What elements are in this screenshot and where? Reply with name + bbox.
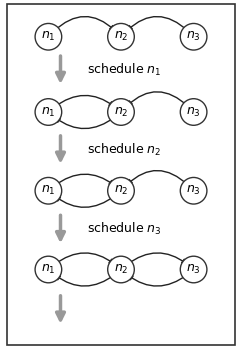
FancyArrowPatch shape [55,196,115,207]
Ellipse shape [35,177,62,204]
FancyArrowPatch shape [128,16,188,31]
Text: $n_2$: $n_2$ [114,105,128,119]
FancyArrowPatch shape [127,253,187,265]
Text: $n_2$: $n_2$ [114,263,128,276]
Text: $n_3$: $n_3$ [186,184,201,197]
Text: $n_1$: $n_1$ [41,184,56,197]
FancyArrowPatch shape [128,274,188,286]
Ellipse shape [180,177,207,204]
Ellipse shape [35,256,62,283]
FancyArrowPatch shape [54,96,114,107]
Text: $n_3$: $n_3$ [186,30,201,43]
FancyArrowPatch shape [128,170,188,185]
FancyArrowPatch shape [54,16,114,31]
Text: $n_3$: $n_3$ [186,263,201,276]
Text: $n_1$: $n_1$ [41,263,56,276]
Text: $n_1$: $n_1$ [41,30,56,43]
Text: $n_2$: $n_2$ [114,30,128,43]
Ellipse shape [108,23,134,50]
FancyArrowPatch shape [54,253,114,265]
Ellipse shape [108,177,134,204]
FancyArrowPatch shape [54,174,114,186]
Text: $n_2$: $n_2$ [114,184,128,197]
Ellipse shape [108,256,134,283]
Text: $n_1$: $n_1$ [41,105,56,119]
Ellipse shape [108,99,134,125]
Ellipse shape [35,99,62,125]
Ellipse shape [180,23,207,50]
FancyArrowPatch shape [55,117,115,128]
Text: $n_3$: $n_3$ [186,105,201,119]
Ellipse shape [180,256,207,283]
Text: schedule $n_3$: schedule $n_3$ [87,221,162,237]
FancyArrowPatch shape [55,274,115,286]
Ellipse shape [180,99,207,125]
Text: schedule $n_1$: schedule $n_1$ [87,62,162,78]
Text: schedule $n_2$: schedule $n_2$ [87,142,162,158]
FancyArrowPatch shape [128,92,188,106]
Ellipse shape [35,23,62,50]
